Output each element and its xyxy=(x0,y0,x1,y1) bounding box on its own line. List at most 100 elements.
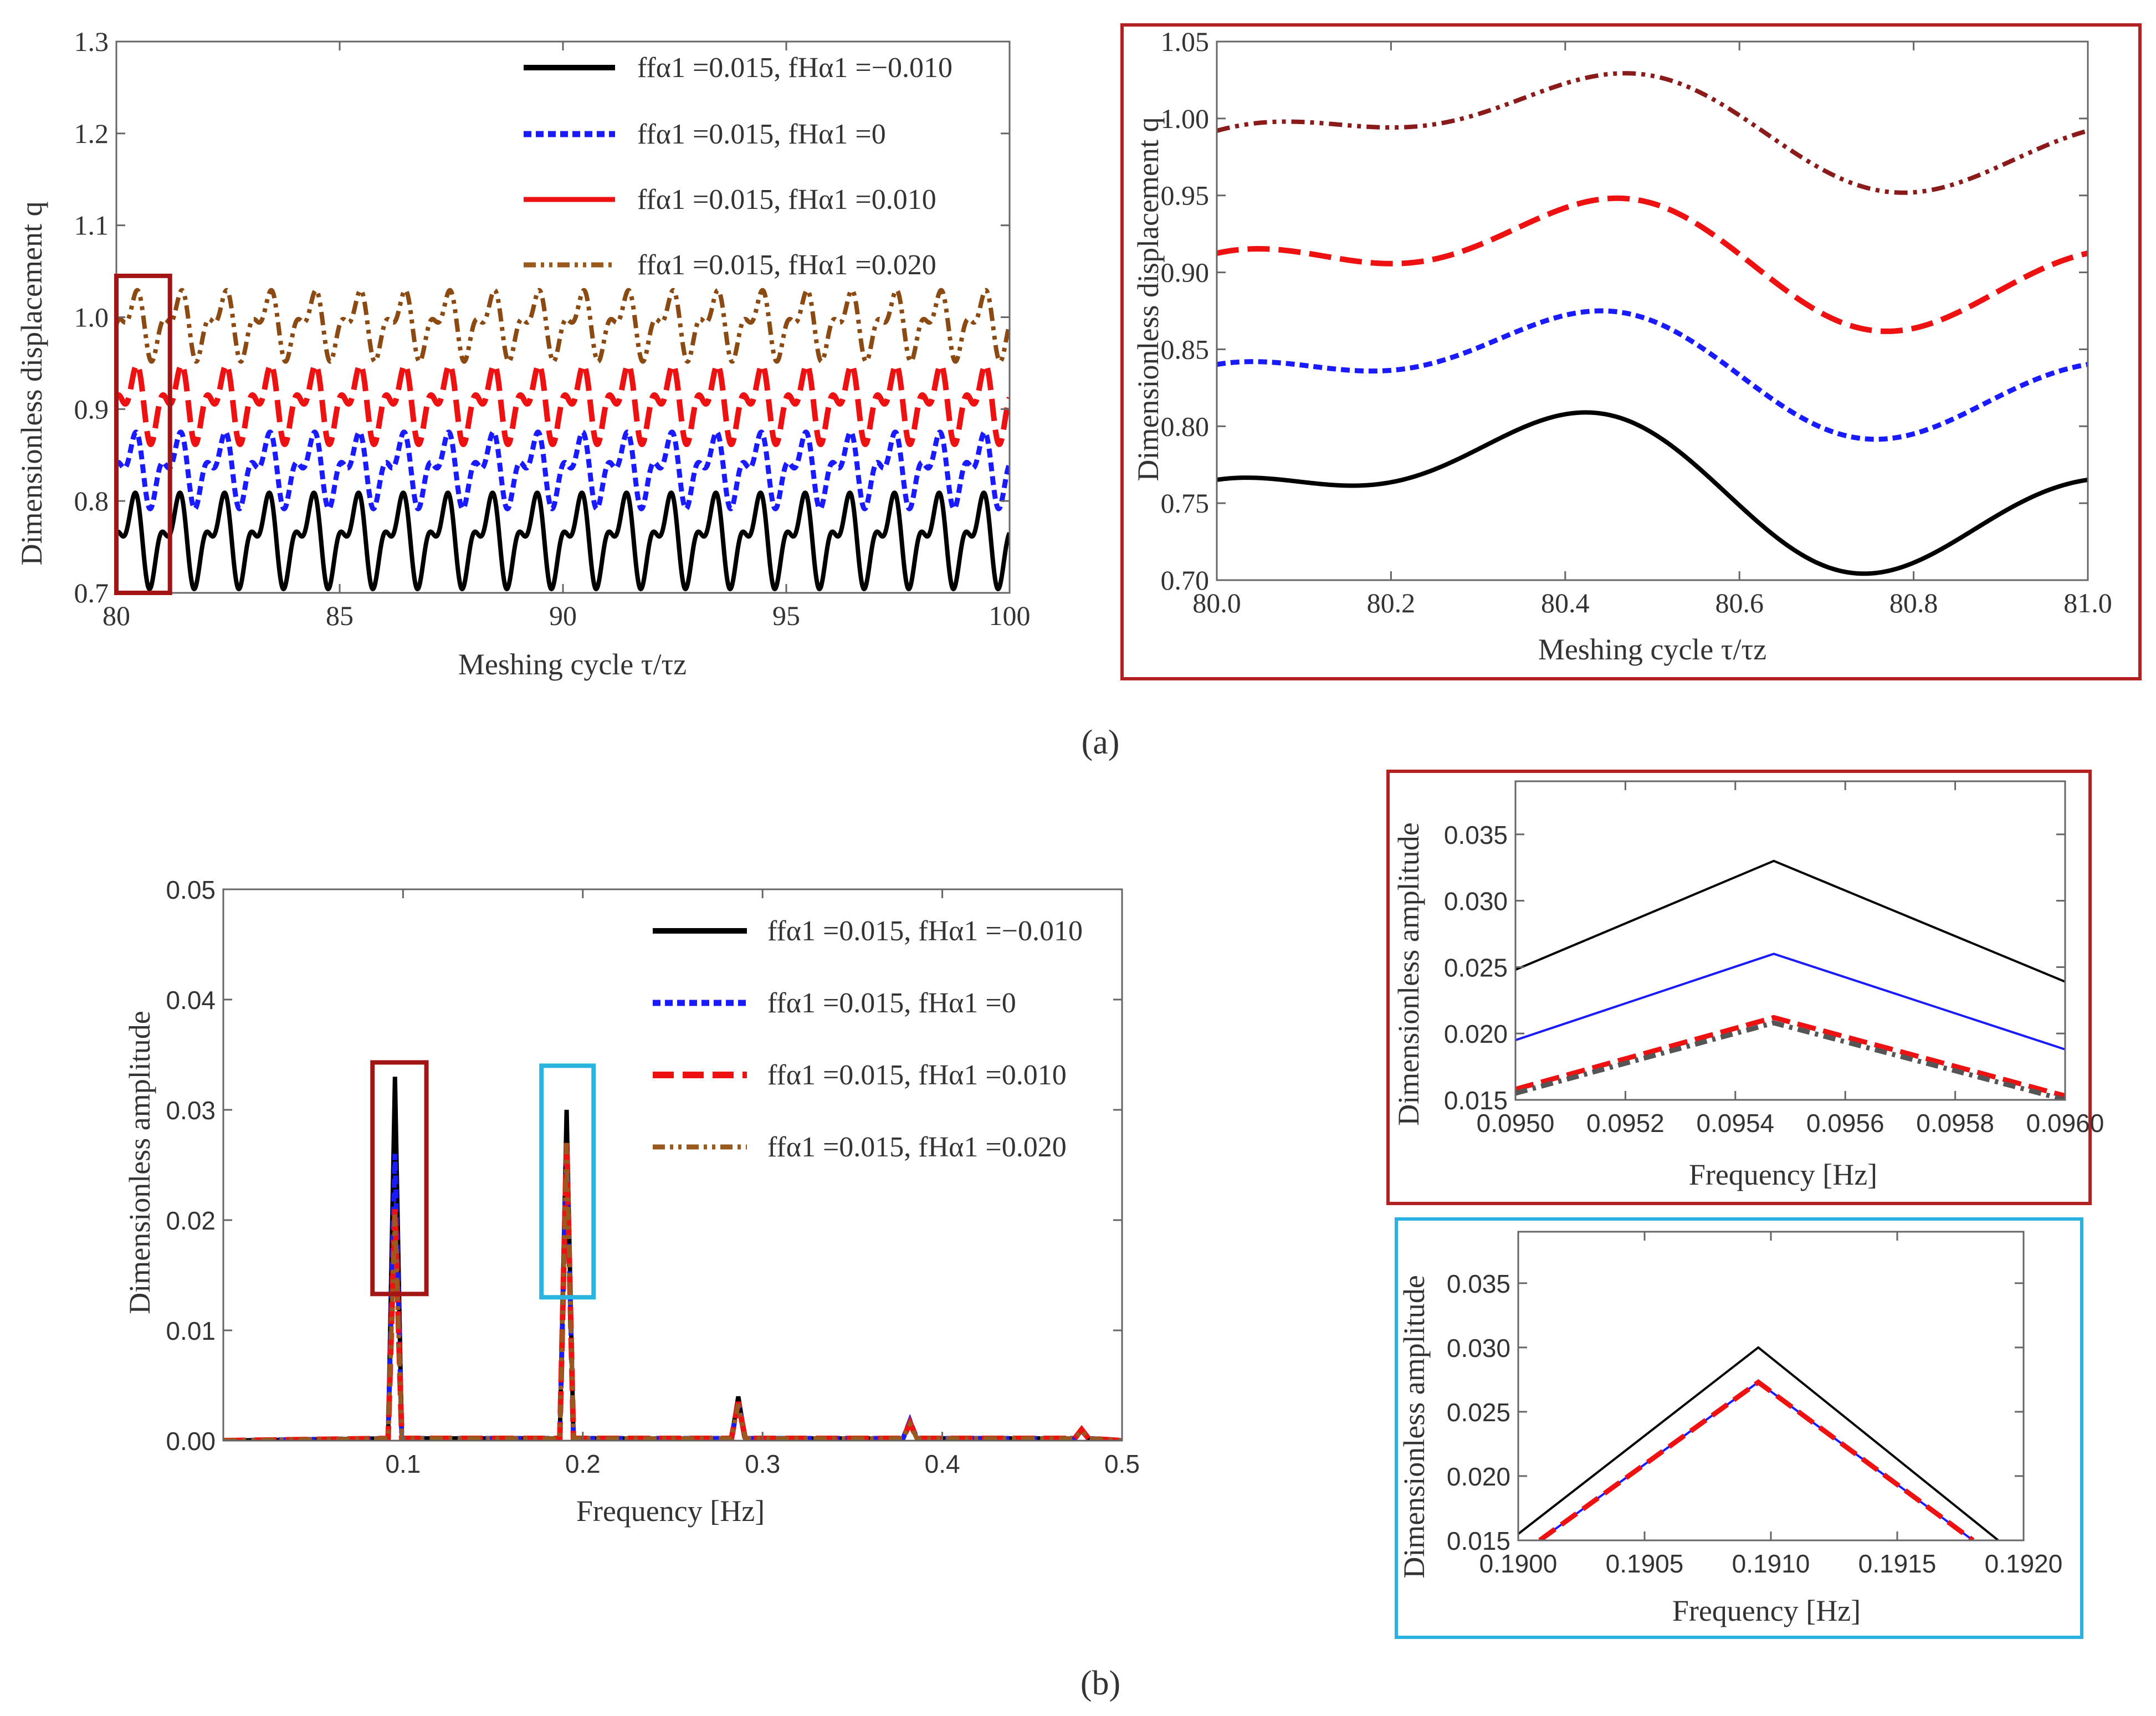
series-line xyxy=(1518,1346,1999,1540)
legend-label: ffα1 =0.015, fHα1 =0 xyxy=(767,987,1016,1019)
x-tick-label: 0.0960 xyxy=(2026,1109,2104,1138)
chart-a-zoom: Dimensionless displacement q Meshing cyc… xyxy=(1131,26,2112,666)
x-tick-label: 0.1910 xyxy=(1732,1549,1810,1578)
legend-label: ffα1 =0.015, fHα1 =−0.010 xyxy=(637,52,952,84)
y-tick-label: 0.95 xyxy=(1161,180,1210,211)
x-axis-label: Meshing cycle τ/τz xyxy=(458,648,687,681)
series-line xyxy=(1217,308,2088,442)
y-tick-label: 0.01 xyxy=(166,1317,216,1345)
highlight-box xyxy=(370,1060,429,1297)
y-tick-label: 0.80 xyxy=(1161,411,1210,442)
y-tick-label: 0.00 xyxy=(166,1427,216,1456)
series-group xyxy=(1515,859,2065,1100)
y-tick-label: 0.90 xyxy=(1161,257,1210,288)
legend-label: ffα1 =0.015, fHα1 =0 xyxy=(637,119,886,150)
series-line xyxy=(116,288,1010,364)
y-axis-label: Dimensionless displacement q xyxy=(15,202,48,566)
y-tick-label: 0.020 xyxy=(1444,1020,1508,1048)
y-tick-label: 0.020 xyxy=(1447,1462,1510,1491)
x-tick-label: 80 xyxy=(103,600,130,631)
legend: ffα1 =0.015, fHα1 =−0.010 ffα1 =0.015, f… xyxy=(524,52,952,281)
y-tick-label: 1.3 xyxy=(74,26,109,57)
y-axis-label: Dimensionless amplitude xyxy=(1397,1275,1431,1578)
series-line xyxy=(1515,952,2065,1051)
legend-label: ffα1 =0.015, fHα1 =0.010 xyxy=(767,1059,1067,1091)
series-line xyxy=(116,490,1010,592)
series-group xyxy=(223,1077,1122,1441)
x-tick-label: 80.0 xyxy=(1192,587,1241,618)
y-tick-label: 0.025 xyxy=(1447,1398,1510,1427)
zoom-frame-b1 xyxy=(1386,770,2092,1205)
plot-frame xyxy=(1514,780,2066,1101)
y-axis-label: Dimensionless displacement q xyxy=(1131,117,1165,481)
y-tick-label: 0.035 xyxy=(1444,821,1508,849)
y-tick-label: 1.0 xyxy=(74,302,109,333)
series-line xyxy=(1515,1020,2065,1100)
zoom-frame-b2 xyxy=(1395,1217,2083,1639)
x-axis-label: Frequency [Hz] xyxy=(576,1494,765,1528)
series-line xyxy=(1515,859,2065,983)
legend-label: ffα1 =0.015, fHα1 =0.010 xyxy=(637,184,936,216)
zoom-frame-a xyxy=(1120,23,2142,680)
legend-label: ffα1 =0.015, fHα1 =0.020 xyxy=(767,1131,1067,1163)
x-tick-label: 90 xyxy=(549,600,577,631)
x-tick-label: 0.0952 xyxy=(1586,1109,1665,1138)
x-tick-label: 0.1905 xyxy=(1606,1549,1684,1578)
series-line xyxy=(1535,1379,1975,1540)
y-tick-label: 0.04 xyxy=(166,986,216,1015)
chart-b-zoom-2: Dimensionless amplitude Frequency [Hz] 0… xyxy=(1397,1231,2062,1627)
x-tick-label: 0.5 xyxy=(1104,1449,1140,1478)
y-tick-label: 0.015 xyxy=(1447,1527,1510,1555)
y-tick-label: 0.03 xyxy=(166,1096,216,1125)
series-group xyxy=(1518,1346,1999,1540)
series-line xyxy=(116,362,1010,448)
series-line xyxy=(1217,195,2088,334)
x-tick-label: 0.0958 xyxy=(1916,1109,1994,1138)
plot-frame xyxy=(222,888,1123,1442)
legend: ffα1 =0.015, fHα1 =−0.010 ffα1 =0.015, f… xyxy=(653,915,1083,1163)
legend-label: ffα1 =0.015, fHα1 =0.020 xyxy=(637,249,936,281)
x-axis-label: Frequency [Hz] xyxy=(1672,1594,1861,1627)
y-tick-label: 0.015 xyxy=(1444,1086,1508,1115)
y-tick-label: 1.00 xyxy=(1161,103,1210,134)
x-tick-label: 80.4 xyxy=(1541,587,1590,618)
x-tick-label: 0.2 xyxy=(565,1449,601,1478)
plot-frame xyxy=(1216,40,2089,581)
y-axis-label: Dimensionless amplitude xyxy=(1392,822,1425,1125)
x-tick-label: 95 xyxy=(772,600,800,631)
x-axis-label: Frequency [Hz] xyxy=(1689,1158,1877,1191)
series-group xyxy=(116,288,1010,592)
y-tick-label: 0.75 xyxy=(1161,488,1210,519)
y-tick-label: 0.030 xyxy=(1444,887,1508,916)
highlight-box xyxy=(114,273,172,595)
x-tick-label: 0.0956 xyxy=(1806,1109,1884,1138)
x-tick-label: 100 xyxy=(989,600,1031,631)
x-tick-label: 0.1 xyxy=(385,1449,421,1478)
y-tick-label: 0.8 xyxy=(74,485,109,516)
y-tick-label: 0.70 xyxy=(1161,565,1210,596)
x-tick-label: 80.2 xyxy=(1367,587,1416,618)
y-tick-label: 0.025 xyxy=(1444,953,1508,982)
x-tick-label: 0.1900 xyxy=(1479,1549,1558,1578)
y-tick-label: 0.9 xyxy=(74,393,109,424)
y-axis-label: Dimensionless amplitude xyxy=(123,1011,156,1314)
x-tick-label: 85 xyxy=(326,600,354,631)
x-axis-label: Meshing cycle τ/τz xyxy=(1538,633,1766,666)
series-group xyxy=(1217,71,2088,576)
series-line xyxy=(223,1143,1122,1441)
y-tick-label: 0.035 xyxy=(1447,1269,1510,1298)
y-tick-label: 1.05 xyxy=(1161,26,1210,57)
x-tick-label: 81.0 xyxy=(2063,587,2112,618)
caption-b: (b) xyxy=(1080,1664,1120,1702)
chart-b-zoom-1: Dimensionless amplitude Frequency [Hz] 0… xyxy=(1392,780,2104,1191)
y-tick-label: 0.7 xyxy=(74,577,109,608)
x-tick-label: 80.8 xyxy=(1889,587,1938,618)
caption-a: (a) xyxy=(1082,724,1120,761)
series-line xyxy=(1217,71,2088,195)
y-tick-label: 1.2 xyxy=(74,118,109,149)
y-tick-label: 1.1 xyxy=(74,210,109,241)
x-tick-label: 0.1915 xyxy=(1858,1549,1937,1578)
y-tick-label: 0.030 xyxy=(1447,1334,1510,1362)
